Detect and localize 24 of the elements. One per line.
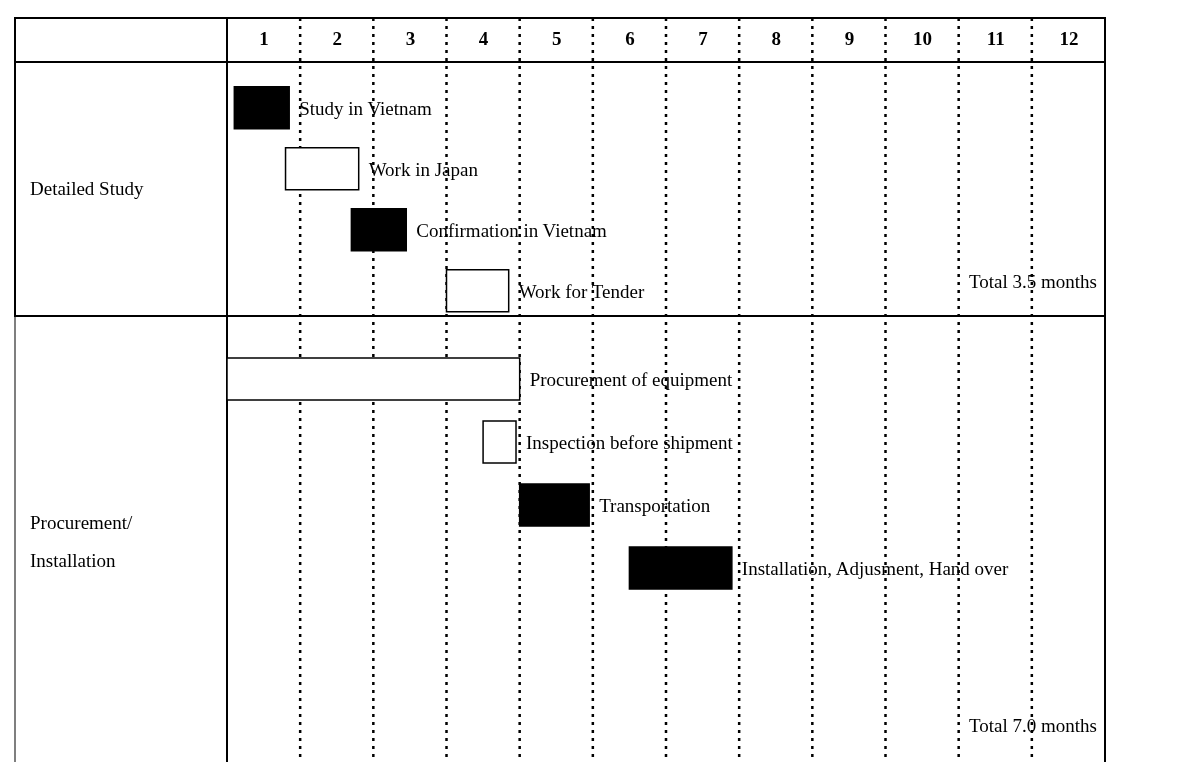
x-tick-label: 6: [625, 28, 635, 49]
x-tick-label: 10: [913, 28, 933, 49]
x-tick-label: 12: [1059, 28, 1079, 49]
x-tick-label: 7: [698, 28, 709, 49]
text: Detailed Study: [30, 178, 144, 199]
y-tick-label: Inspection before shipment: [526, 432, 734, 453]
y-tick-label: Work for Tender: [518, 280, 645, 302]
x-tick-label: 8: [771, 28, 781, 49]
y-tick-label: Confirmation in Vietnam: [416, 219, 608, 241]
y-tick-label: Work in Japan: [368, 158, 479, 180]
y-tick-label: Study in Vietnam: [299, 97, 432, 119]
y-tick-label: Transportation: [599, 495, 711, 516]
annotation: Total 3.5 months: [969, 271, 1097, 292]
x-tick-label: 1: [259, 28, 269, 49]
x-tick-label: 9: [844, 28, 855, 49]
x-tick-label: 4: [478, 28, 489, 49]
x-tick-label: 3: [405, 28, 416, 49]
y-tick-label: Installation, Adjusment, Hand over: [741, 558, 1010, 579]
x-tick-label: 2: [332, 28, 342, 49]
x-tick-label: 11: [986, 28, 1005, 49]
y-tick-label: Procurement of equipment: [529, 369, 733, 390]
x-tick-label: 5: [552, 28, 562, 49]
text: Total 7.0 months: [969, 715, 1097, 736]
text: Procurement/ Installation: [30, 512, 134, 571]
